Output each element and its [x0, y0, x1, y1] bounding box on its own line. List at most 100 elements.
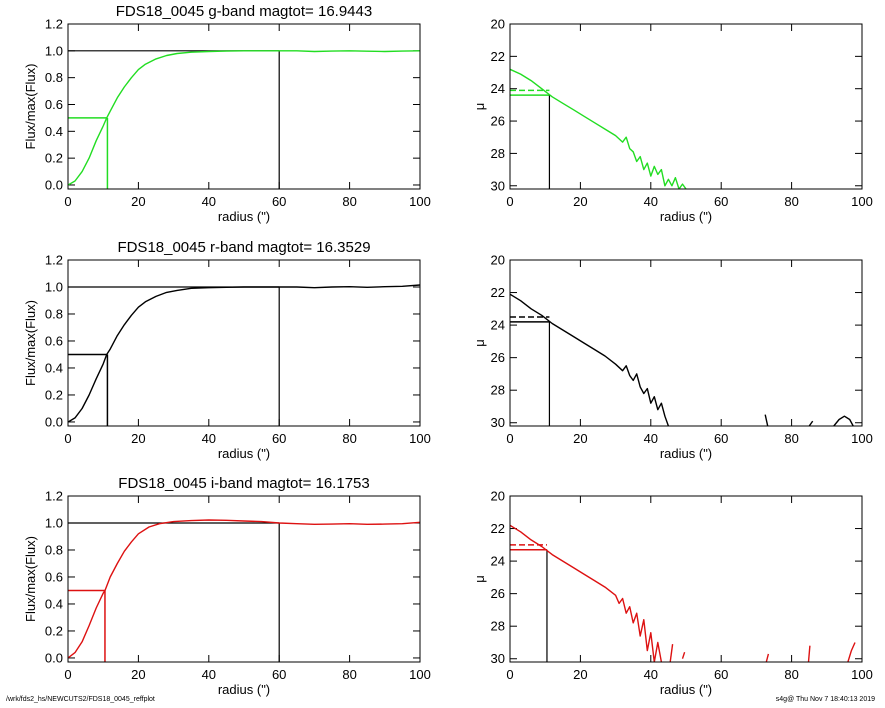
i-surface-brightness-y-tick-label: 24	[491, 554, 505, 569]
r-growth-curve-plot-frame	[67, 259, 421, 427]
g-surface-brightness-y-tick-label: 22	[491, 49, 505, 64]
r-growth-curve-x-axis-label: radius (")	[218, 446, 270, 461]
i-surface-brightness-x-tick-label: 40	[644, 667, 658, 682]
i-growth-curve-x-tick-label: 60	[272, 667, 286, 682]
i-growth-curve-x-tick-label: 40	[202, 667, 216, 682]
g-surface-brightness-y-tick-label: 28	[491, 146, 505, 161]
g-growth-curve-x-tick-label: 20	[131, 194, 145, 209]
i-surface-brightness-x-tick-label: 60	[714, 667, 728, 682]
i-growth-curve-x-axis-label: radius (")	[218, 682, 270, 697]
i-surface-brightness-y-tick-label: 28	[491, 619, 505, 634]
g-surface-brightness-series-0	[510, 68, 687, 189]
i-growth-curve-x-tick-label: 0	[64, 667, 71, 682]
i-growth-curve-x-tick-label: 80	[342, 667, 356, 682]
r-surface-brightness-x-tick-label: 40	[644, 431, 658, 446]
i-surface-brightness-x-tick-label: 20	[573, 667, 587, 682]
g-surface-brightness-y-tick-label: 30	[491, 178, 505, 193]
g-surface-brightness-y-tick-label: 20	[491, 17, 505, 32]
i-growth-curve-y-tick-label: 1.0	[45, 515, 63, 530]
g-growth-curve-x-tick-label: 100	[409, 194, 431, 209]
r-surface-brightness-series-0	[510, 293, 670, 426]
i-growth-curve-y-tick-label: 0.0	[45, 650, 63, 665]
footer-file-path: /wrk/fds2_hs/NEWCUTS2/FDS18_0045_reffplo…	[6, 696, 155, 703]
g-growth-curve-x-tick-label: 40	[202, 194, 216, 209]
i-surface-brightness-series-2	[681, 651, 686, 659]
i-growth-curve-x-tick-label: 100	[409, 667, 431, 682]
i-surface-brightness-series-5	[847, 642, 856, 662]
g-surface-brightness-x-tick-label: 60	[714, 194, 728, 209]
g-growth-curve-y-tick-label: 0.6	[45, 97, 63, 112]
r-surface-brightness-y-tick-label: 28	[491, 383, 505, 398]
r-surface-brightness-x-tick-label: 0	[506, 431, 513, 446]
g-growth-curve-y-tick-label: 0.0	[45, 177, 63, 192]
g-growth-curve-series-0	[68, 50, 420, 186]
footer-timestamp: s4g@ Thu Nov 7 18:40:13 2019	[775, 696, 875, 703]
i-surface-brightness-y-axis-label: μ	[472, 575, 487, 583]
r-growth-curve-x-tick-label: 0	[64, 431, 71, 446]
r-surface-brightness-y-tick-label: 22	[491, 285, 505, 300]
g-growth-curve-x-tick-label: 80	[342, 194, 356, 209]
r-surface-brightness-y-tick-label: 24	[491, 318, 505, 333]
g-growth-curve-y-tick-label: 0.8	[45, 70, 63, 85]
i-growth-curve-y-tick-label: 0.4	[45, 596, 63, 611]
r-surface-brightness-series-1	[764, 414, 769, 426]
g-growth-curve-title: FDS18_0045 g-band magtot= 16.9443	[116, 3, 372, 20]
i-surface-brightness-series-4	[807, 645, 811, 662]
r-surface-brightness-y-tick-label: 26	[491, 350, 505, 365]
i-surface-brightness-series-1	[669, 644, 674, 662]
r-growth-curve-series-0	[68, 284, 420, 423]
i-surface-brightness-y-tick-label: 20	[491, 489, 505, 504]
r-surface-brightness-y-tick-label: 30	[491, 415, 505, 430]
i-surface-brightness-series-0	[510, 524, 663, 662]
r-growth-curve-x-tick-label: 20	[131, 431, 145, 446]
r-surface-brightness-x-tick-label: 80	[784, 431, 798, 446]
g-surface-brightness-y-axis-label: μ	[472, 103, 487, 111]
i-growth-curve-title: FDS18_0045 i-band magtot= 16.1753	[118, 475, 369, 492]
g-growth-curve-y-tick-label: 0.2	[45, 151, 63, 166]
i-growth-curve-y-tick-label: 1.2	[45, 489, 63, 504]
r-surface-brightness-x-tick-label: 60	[714, 431, 728, 446]
i-surface-brightness-plot-frame	[509, 495, 863, 663]
r-growth-curve-x-tick-label: 80	[342, 431, 356, 446]
r-surface-brightness-series-2	[808, 420, 814, 426]
i-growth-curve-y-tick-label: 0.8	[45, 542, 63, 557]
i-growth-curve-series-0	[68, 519, 420, 659]
r-surface-brightness-plot-frame	[509, 259, 863, 427]
r-growth-curve-y-tick-label: 0.4	[45, 360, 63, 375]
r-surface-brightness-series-3	[833, 415, 854, 426]
g-surface-brightness-x-tick-label: 0	[506, 194, 513, 209]
g-growth-curve-y-tick-label: 1.0	[45, 43, 63, 58]
i-growth-curve-y-tick-label: 0.2	[45, 623, 63, 638]
r-growth-curve-y-tick-label: 0.2	[45, 387, 63, 402]
i-surface-brightness-series-3	[765, 653, 770, 662]
g-growth-curve-plot-frame	[67, 23, 421, 190]
g-growth-curve-x-tick-label: 60	[272, 194, 286, 209]
i-surface-brightness-x-axis-label: radius (")	[660, 682, 712, 697]
r-growth-curve-x-tick-label: 60	[272, 431, 286, 446]
i-surface-brightness-y-tick-label: 26	[491, 586, 505, 601]
r-growth-curve-y-tick-label: 1.0	[45, 279, 63, 294]
r-surface-brightness-y-tick-label: 20	[491, 253, 505, 268]
r-growth-curve-x-tick-label: 100	[409, 431, 431, 446]
g-growth-curve-y-tick-label: 1.2	[45, 17, 63, 32]
r-growth-curve-y-tick-label: 0.6	[45, 333, 63, 348]
i-growth-curve-y-tick-label: 0.6	[45, 569, 63, 584]
r-surface-brightness-x-tick-label: 100	[851, 431, 873, 446]
i-growth-curve-plot-frame	[67, 495, 421, 663]
g-surface-brightness-x-tick-label: 100	[851, 194, 873, 209]
r-surface-brightness-x-axis-label: radius (")	[660, 446, 712, 461]
i-surface-brightness-x-tick-label: 0	[506, 667, 513, 682]
r-growth-curve-title: FDS18_0045 r-band magtot= 16.3529	[117, 239, 370, 256]
g-growth-curve-y-axis-label: Flux/max(Flux)	[23, 64, 38, 150]
r-surface-brightness-x-tick-label: 20	[573, 431, 587, 446]
r-growth-curve-x-tick-label: 40	[202, 431, 216, 446]
g-growth-curve-x-axis-label: radius (")	[218, 209, 270, 224]
g-surface-brightness-plot-frame	[509, 23, 863, 190]
g-surface-brightness-y-tick-label: 26	[491, 114, 505, 129]
i-surface-brightness-y-tick-label: 30	[491, 651, 505, 666]
g-surface-brightness-x-axis-label: radius (")	[660, 209, 712, 224]
r-growth-curve-y-tick-label: 0.8	[45, 306, 63, 321]
i-surface-brightness-x-tick-label: 80	[784, 667, 798, 682]
g-surface-brightness-y-tick-label: 24	[491, 81, 505, 96]
